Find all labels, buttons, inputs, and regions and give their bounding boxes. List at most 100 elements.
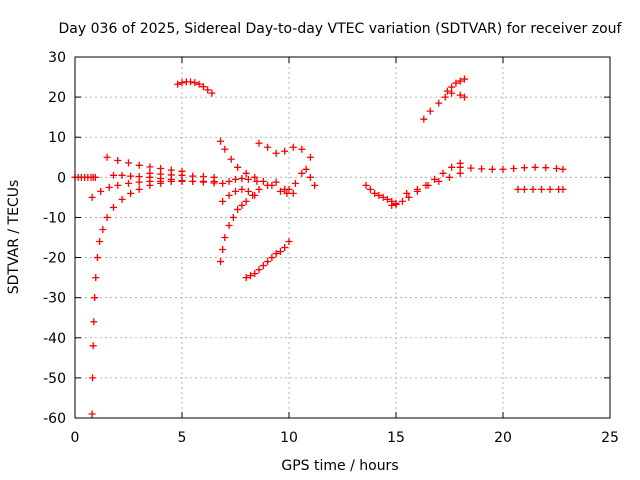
data-point <box>529 185 537 193</box>
data-point <box>187 78 195 86</box>
data-point <box>289 143 297 151</box>
series-arc-12 <box>225 175 261 185</box>
data-point <box>553 165 560 173</box>
data-point <box>460 93 468 101</box>
data-point <box>251 270 259 278</box>
data-point <box>103 153 111 161</box>
series-arc-19 <box>420 89 468 123</box>
y-tick-label: 30 <box>48 50 66 66</box>
data-point <box>538 185 546 193</box>
data-point <box>264 258 272 266</box>
data-point <box>259 262 267 270</box>
data-point <box>371 189 379 197</box>
data-point <box>439 169 447 177</box>
data-point <box>255 139 263 147</box>
data-point <box>431 175 439 183</box>
x-tick-label: 20 <box>494 430 512 446</box>
data-point <box>146 163 154 171</box>
data-point <box>91 294 99 302</box>
data-point <box>272 250 280 258</box>
series-arc-11 <box>219 185 259 205</box>
data-point <box>195 80 203 88</box>
data-point <box>520 164 528 172</box>
data-point <box>238 175 246 183</box>
data-point <box>456 169 464 177</box>
y-tick-label: 20 <box>48 90 66 106</box>
data-point <box>118 195 126 203</box>
series-arc-18 <box>403 169 464 197</box>
y-tick-label: 0 <box>57 170 66 186</box>
series-arc-7 <box>146 169 218 181</box>
plot-frame <box>74 56 611 419</box>
data-point <box>272 178 280 186</box>
data-point <box>225 191 233 199</box>
x-tick-label: 10 <box>280 430 298 446</box>
x-tick-label: 15 <box>387 430 405 446</box>
y-tick-label: -30 <box>43 291 66 307</box>
data-point <box>456 77 464 85</box>
data-point <box>559 165 567 173</box>
data-point <box>435 177 443 185</box>
data-point <box>456 91 464 99</box>
data-point <box>208 89 216 97</box>
data-point <box>127 172 135 180</box>
data-point <box>281 147 289 155</box>
data-point <box>210 173 218 181</box>
data-point <box>448 163 456 171</box>
data-point <box>96 238 104 246</box>
data-point <box>225 177 233 185</box>
data-point <box>460 75 468 83</box>
x-tick-label: 5 <box>178 430 187 446</box>
data-point <box>114 156 122 164</box>
data-point <box>298 145 306 153</box>
data-point <box>264 143 272 151</box>
data-point <box>135 173 143 181</box>
data-point <box>452 79 460 87</box>
data-point <box>217 137 225 145</box>
data-point <box>234 205 242 213</box>
data-point <box>467 164 475 172</box>
data-point <box>443 87 451 95</box>
data-point <box>99 225 107 233</box>
data-point <box>306 173 314 181</box>
data-point <box>388 201 396 209</box>
data-point <box>420 115 428 123</box>
data-point <box>219 179 227 187</box>
data-point <box>281 244 289 252</box>
data-point <box>199 173 207 181</box>
data-point <box>488 165 496 173</box>
data-point <box>542 164 550 172</box>
x-tick-label: 25 <box>601 430 619 446</box>
series-arc-4 <box>88 177 218 201</box>
data-point <box>191 79 199 87</box>
data-point <box>135 185 143 193</box>
data-point <box>146 169 154 177</box>
data-point <box>276 187 284 195</box>
grid <box>75 57 610 418</box>
data-point <box>167 171 175 179</box>
data-point <box>510 165 518 173</box>
data-point <box>127 189 135 197</box>
data-point <box>531 163 539 171</box>
data-point <box>448 89 456 97</box>
data-point <box>244 175 252 183</box>
data-point <box>178 79 186 87</box>
series-arc-9 <box>217 178 297 266</box>
data-point <box>90 318 98 326</box>
data-point <box>219 246 227 254</box>
series-arc-2 <box>87 173 99 181</box>
data-point <box>405 193 413 201</box>
data-point <box>204 86 212 94</box>
chart-title: Day 036 of 2025, Sidereal Day-to-day VTE… <box>59 21 623 37</box>
data-point <box>379 193 387 201</box>
data-point <box>499 165 507 173</box>
series-arc-5 <box>103 153 186 175</box>
data-point <box>403 189 411 197</box>
data-point <box>93 254 101 262</box>
data-point <box>302 165 310 173</box>
data-point <box>478 165 486 173</box>
data-point <box>446 173 453 181</box>
data-point <box>272 149 280 157</box>
y-tick-label: -50 <box>43 371 66 387</box>
